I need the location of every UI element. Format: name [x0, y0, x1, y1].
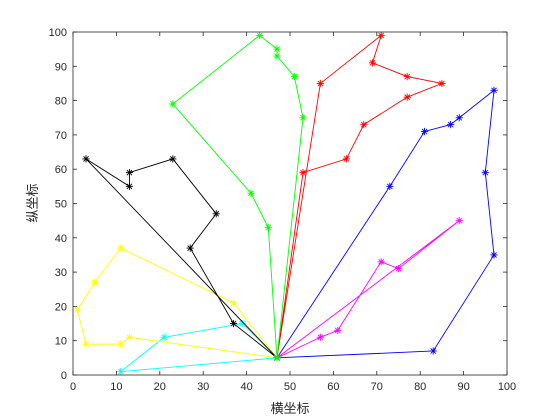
route-point-1-8: [368, 59, 377, 67]
route-point-2-5: [455, 114, 463, 122]
plot-area: [73, 32, 507, 375]
route-point-5-5: [73, 306, 81, 314]
route-point-1-5: [403, 93, 411, 101]
route-point-1-9: [377, 31, 385, 40]
route-point-5-4: [91, 278, 99, 286]
route-point-5-7: [117, 340, 125, 348]
route-point-5-8: [125, 333, 134, 341]
route-point-6-8: [82, 155, 90, 163]
route-point-2-6: [490, 86, 498, 94]
route-point-3-5: [334, 326, 342, 335]
route-point-2-2: [386, 182, 394, 190]
x-tick-label-90: 90: [457, 381, 469, 393]
route-point-7-10: [273, 354, 281, 362]
y-tick-label-90: 90: [55, 61, 67, 73]
route-point-1-7: [403, 72, 411, 81]
x-tick-label-10: 10: [110, 381, 122, 393]
route-point-1-10: [316, 79, 324, 88]
x-tick-label-70: 70: [371, 381, 383, 393]
y-axis-label: 纵坐标: [26, 183, 41, 222]
route-point-6-4: [212, 210, 220, 218]
x-tick-label-60: 60: [327, 381, 339, 393]
x-tick-label-50: 50: [284, 381, 296, 393]
x-tick-label-80: 80: [414, 381, 426, 393]
route-point-1-2: [299, 169, 307, 177]
y-tick-label-20: 20: [55, 301, 67, 313]
route-point-6-3: [186, 244, 194, 252]
route-point-3-6: [316, 333, 324, 341]
route-line-7: [172, 34, 304, 358]
route-point-1-6: [438, 79, 446, 88]
route-point-7-6: [273, 45, 281, 53]
y-tick-label-30: 30: [55, 267, 67, 279]
y-tick-label-70: 70: [55, 130, 67, 142]
route-point-1-3: [342, 155, 351, 163]
route-point-7-4: [169, 100, 177, 108]
route-point-2-8: [490, 251, 498, 259]
route-point-3-4: [377, 258, 385, 266]
route-point-7-5: [256, 31, 264, 40]
x-tick-label-100: 100: [498, 381, 516, 393]
route-point-4-3: [160, 333, 168, 341]
route-point-6-7: [125, 182, 134, 190]
x-tick-label-30: 30: [197, 381, 209, 393]
y-tick-label-0: 0: [61, 370, 67, 382]
route-point-6-6: [125, 169, 134, 177]
route-point-1-4: [360, 121, 368, 129]
route-point-5-2: [229, 299, 238, 307]
y-tick-label-10: 10: [55, 336, 67, 348]
route-point-7-2: [264, 223, 272, 232]
route-point-2-3: [420, 127, 429, 136]
route-point-5-6: [82, 340, 90, 348]
y-tick-label-50: 50: [55, 199, 67, 211]
route-point-7-7: [273, 52, 281, 60]
route-point-4-4: [117, 367, 125, 376]
y-tick-label-60: 60: [55, 164, 67, 176]
route-point-2-9: [429, 347, 437, 355]
route-point-2-7: [481, 169, 489, 177]
route-point-7-3: [247, 189, 255, 197]
x-tick-label-40: 40: [240, 381, 252, 393]
y-tick-label-100: 100: [49, 27, 67, 39]
x-axis-label: 横坐标: [270, 402, 309, 417]
route-line-2: [276, 89, 495, 359]
route-series-7: [169, 31, 307, 362]
route-point-7-9: [299, 114, 307, 122]
x-tick-label-0: 0: [70, 381, 76, 393]
route-point-3-2: [455, 217, 463, 225]
axes-layer: 0 10 20 30 40 50 60 70 80 90 100 0 10 20 30 40 50 60 70 80 9…: [49, 27, 517, 393]
y-tick-label-80: 80: [55, 96, 67, 108]
series-layer: [73, 31, 498, 376]
x-tick-label-20: 20: [154, 381, 166, 393]
route-point-6-2: [229, 319, 238, 328]
route-point-3-3: [394, 265, 403, 273]
route-point-2-4: [446, 121, 455, 129]
route-point-7-8: [290, 72, 298, 81]
route-point-6-5: [169, 155, 177, 163]
route-point-5-3: [117, 244, 125, 252]
y-tick-label-40: 40: [55, 233, 67, 245]
